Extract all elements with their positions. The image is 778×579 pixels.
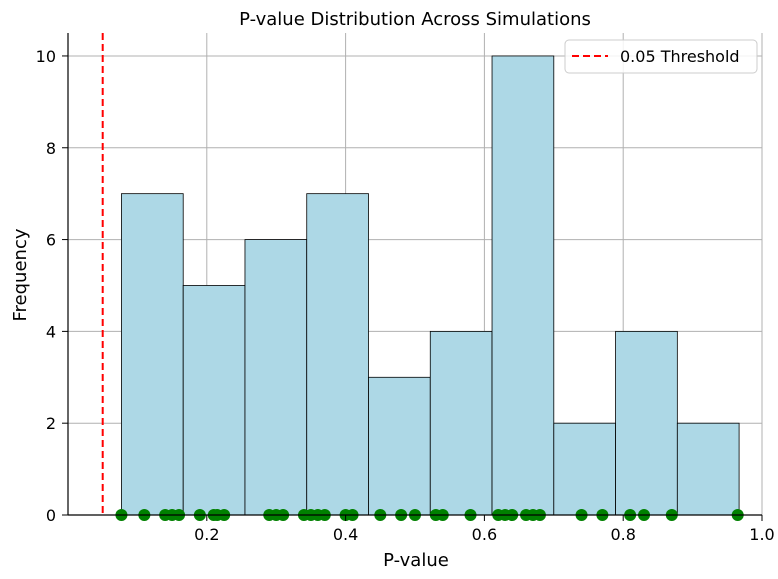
histogram-bar (429, 330, 493, 516)
x-tick-label: 0.8 (610, 525, 635, 544)
y-tick-label: 10 (36, 47, 56, 66)
histogram-bar (553, 422, 616, 516)
y-tick-label: 0 (46, 506, 56, 525)
histogram-bar (368, 376, 431, 516)
y-tick-label: 8 (46, 139, 56, 158)
histogram-bar (491, 55, 555, 516)
histogram-bar (244, 239, 308, 516)
histogram-bar (615, 330, 678, 516)
legend-box (564, 39, 758, 74)
histogram-bar (121, 193, 184, 516)
axes (67, 33, 762, 516)
y-axis-label: Frequency (10, 228, 31, 321)
legend-threshold-label: 0.05 Threshold (620, 47, 740, 66)
chart-title: P-value Distribution Across Simulations (239, 9, 591, 30)
y-tick-label: 6 (46, 231, 56, 250)
y-tick-label: 2 (46, 414, 56, 433)
histogram-bar (182, 285, 246, 516)
x-tick-label: 0.6 (472, 525, 497, 544)
histogram-bars (121, 55, 740, 516)
x-tick-label: 0.4 (333, 525, 358, 544)
legend: 0.05 Threshold (564, 39, 758, 74)
histogram-bar (306, 193, 369, 516)
x-axis-label: P-value (383, 550, 449, 571)
histogram-bar (676, 422, 740, 516)
x-tick-label: 1.0 (749, 525, 774, 544)
tick-labels: 0.2 0.4 0.6 0.8 1.0 0 2 4 6 8 10 (36, 47, 775, 544)
x-tick-label: 0.2 (194, 525, 219, 544)
y-tick-label: 4 (46, 322, 56, 341)
